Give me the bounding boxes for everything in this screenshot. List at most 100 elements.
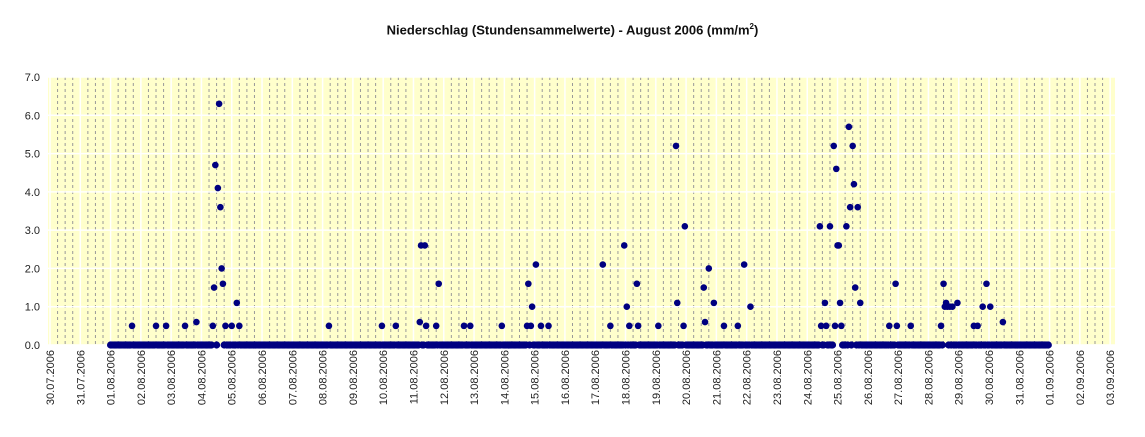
data-point [435,280,443,288]
x-tick-label: 17.08.2006 [590,350,602,405]
data-point [152,322,160,330]
data-point [222,322,229,330]
x-tick-label: 05.08.2006 [227,350,239,405]
data-point [821,299,829,307]
data-point [907,322,915,330]
data-point [634,322,642,330]
data-point [949,303,956,311]
x-axis: 30.07.2006 31.07.2006 01.08.2006 02.08.2006… [45,350,1117,405]
y-tick-label: 2.0 [25,263,40,275]
data-point-zero [207,341,216,349]
x-tick-label: 06.08.2006 [257,350,269,405]
data-point [893,322,901,330]
data-point [212,161,219,169]
x-tick-label: 20.08.2006 [681,350,693,405]
x-tick-label: 03.09.2006 [1105,350,1117,405]
data-point [228,322,236,330]
gridlines [48,76,1115,346]
data-point [607,322,614,330]
x-tick-label: 12.08.2006 [439,350,451,405]
data-point [710,299,718,307]
x-tick-label: 02.08.2006 [136,350,148,405]
y-tick-label: 4.0 [25,187,40,199]
data-point [817,322,825,330]
data-point [701,318,709,326]
data-point [673,299,681,307]
data-point [816,223,824,230]
data-point [422,322,430,330]
data-point [851,284,859,291]
data-point [700,284,708,291]
data-point [832,165,840,173]
data-point-zero [212,341,221,349]
data-point [940,280,947,288]
chart-title-suffix: ) [754,22,759,38]
x-tick-label: 19.08.2006 [651,350,663,405]
data-point [623,303,631,311]
x-tick-label: 31.08.2006 [1014,350,1026,405]
data-point [525,280,532,288]
data-point [835,242,843,249]
x-tick-label: 25.08.2006 [833,350,845,405]
data-point [830,142,838,150]
data-point [214,184,222,192]
x-tick-label: 29.08.2006 [954,350,966,405]
data-point [378,322,386,330]
data-point [633,280,641,288]
y-tick-label: 7.0 [25,72,40,84]
data-point [836,299,844,307]
x-tick-label: 10.08.2006 [378,350,390,405]
y-axis: 0.0 1.0 2.0 3.0 4.0 5.0 6.0 7.0 [25,72,40,352]
x-tick-label: 26.08.2006 [863,350,875,405]
data-point [432,322,440,330]
data-point [954,299,961,307]
data-point [537,322,545,330]
data-point [599,261,607,268]
data-point [620,242,628,249]
data-point [705,265,713,272]
x-tick-label: 18.08.2006 [621,350,633,405]
x-tick-label: 30.08.2006 [984,350,996,405]
x-tick-label: 13.08.2006 [469,350,481,405]
x-tick-label: 22.08.2006 [742,350,754,405]
x-tick-label: 08.08.2006 [318,350,330,405]
data-point [849,142,856,150]
data-point [162,322,170,330]
x-tick-label: 24.08.2006 [802,350,814,405]
data-point [838,322,845,330]
x-tick-label: 21.08.2006 [711,350,723,405]
x-tick-label: 04.08.2006 [196,350,208,405]
data-point [215,100,223,108]
data-point [128,322,136,330]
x-tick-label: 30.07.2006 [45,350,57,405]
chart-title: Niederschlag (Stundensammelwerte) - Augu… [0,22,1145,37]
y-tick-label: 0.0 [25,340,40,352]
x-tick-label: 31.07.2006 [75,350,87,405]
data-point [680,322,687,330]
data-point [193,318,200,326]
data-point [325,322,333,330]
data-point [983,280,990,288]
x-tick-label: 28.08.2006 [923,350,935,405]
y-tick-label: 3.0 [25,225,40,237]
data-point [681,223,689,230]
data-point-zero [938,341,946,349]
data-point-zero [1044,341,1052,349]
data-point [720,322,728,330]
data-point [979,303,986,311]
data-point [416,318,424,326]
data-point [850,180,858,188]
y-tick-label: 1.0 [25,302,40,314]
data-point [460,322,468,330]
chart-title-superscript: 2 [749,22,754,31]
data-point [846,203,854,211]
data-point [181,322,189,330]
data-point [545,322,552,330]
data-point [209,322,217,330]
x-tick-label: 11.08.2006 [408,350,420,404]
data-point [218,265,225,272]
data-point [974,322,981,330]
data-point [527,322,535,330]
x-tick-label: 02.09.2006 [1075,350,1087,405]
